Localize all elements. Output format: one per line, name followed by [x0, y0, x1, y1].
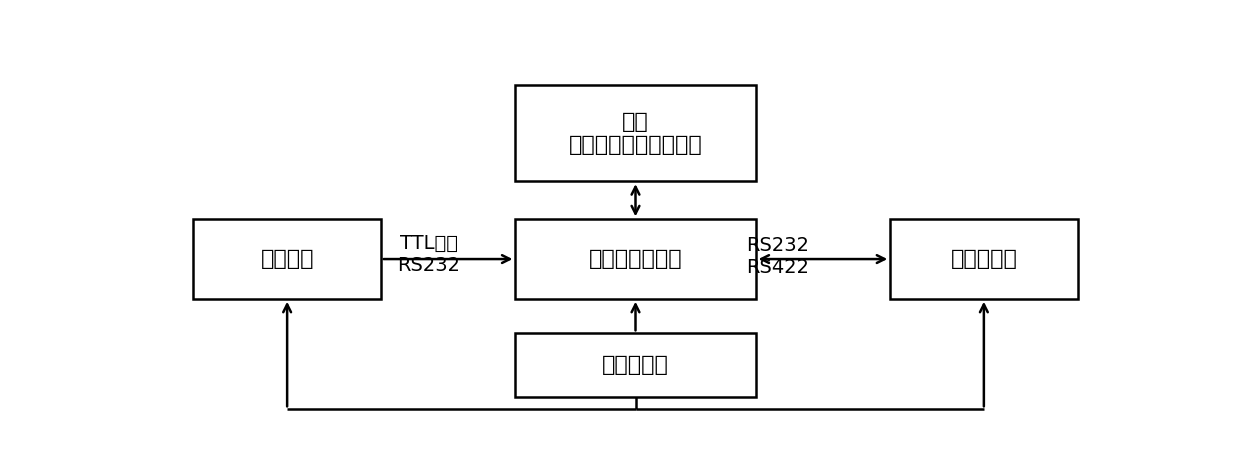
Bar — [890, 219, 1078, 299]
Bar — [193, 219, 381, 299]
Bar — [516, 333, 755, 397]
Bar — [516, 86, 755, 181]
Text: 供电锂电池: 供电锂电池 — [603, 355, 668, 375]
Text: RS232
RS422: RS232 RS422 — [746, 235, 810, 277]
Text: 定位系统: 定位系统 — [260, 249, 314, 269]
Text: 水声通信机: 水声通信机 — [950, 249, 1017, 269]
Bar — [516, 219, 755, 299]
Text: 天线
（综合处理显控系统）: 天线 （综合处理显控系统） — [569, 112, 702, 155]
Text: 无线电通信系统: 无线电通信系统 — [589, 249, 682, 269]
Text: TTL同步
RS232: TTL同步 RS232 — [397, 234, 460, 275]
